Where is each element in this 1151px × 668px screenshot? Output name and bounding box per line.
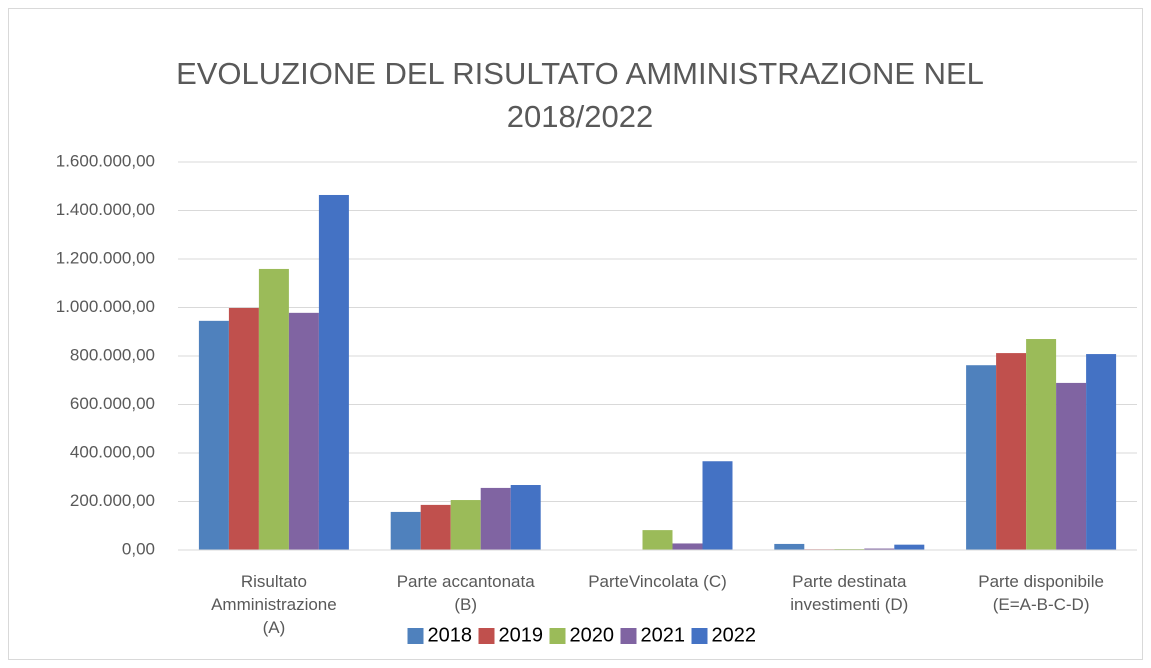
bar xyxy=(864,548,895,550)
bar xyxy=(420,504,451,550)
y-tick-label: 200.000,00 xyxy=(70,491,155,510)
x-tick-label: Parte accantonata (B) xyxy=(397,572,536,614)
y-tick-label: 0,00 xyxy=(122,539,155,558)
bar xyxy=(702,461,733,550)
x-tick-label: Parte destinata investimenti (D) xyxy=(790,572,908,614)
legend-label: 2018 xyxy=(428,624,473,646)
legend-label: 2022 xyxy=(712,624,757,646)
bar xyxy=(1056,382,1087,550)
y-tick-label: 1.000.000,00 xyxy=(56,297,155,316)
chart-border xyxy=(8,8,1143,660)
legend-label: 2019 xyxy=(499,624,544,646)
bar xyxy=(672,543,703,550)
bar xyxy=(450,500,481,550)
y-tick-label: 400.000,00 xyxy=(70,442,155,461)
bar xyxy=(198,320,229,550)
bar xyxy=(258,268,289,550)
x-tick-label: ParteVincolata (C) xyxy=(588,572,727,591)
bar xyxy=(894,544,925,550)
x-tick-label: Risultato Amministrazione (A) xyxy=(211,572,337,637)
chart-title: EVOLUZIONE DEL RISULTATO AMMINISTRAZIONE… xyxy=(176,56,984,134)
bar xyxy=(1026,339,1057,550)
x-tick-label: Parte disponibile (E=A-B-C-D) xyxy=(978,572,1104,614)
y-tick-label: 800.000,00 xyxy=(70,345,155,364)
bar xyxy=(1086,354,1117,550)
bar xyxy=(390,511,421,550)
y-tick-label: 1.600.000,00 xyxy=(56,151,155,170)
legend-label: 2021 xyxy=(641,624,686,646)
bar xyxy=(774,543,805,550)
legend-label: 2020 xyxy=(570,624,615,646)
bar xyxy=(288,312,319,550)
y-tick-label: 600.000,00 xyxy=(70,394,155,413)
bar xyxy=(966,365,997,550)
legend-swatch xyxy=(407,628,424,644)
y-tick-label: 1.200.000,00 xyxy=(56,248,155,267)
legend-swatch xyxy=(620,628,637,644)
legend-swatch xyxy=(549,628,566,644)
bar xyxy=(228,307,259,550)
bar xyxy=(642,530,673,550)
y-tick-label: 1.400.000,00 xyxy=(56,200,155,219)
legend-swatch xyxy=(691,628,708,644)
bar xyxy=(480,487,511,550)
bar xyxy=(510,485,541,550)
legend-swatch xyxy=(478,628,495,644)
bar xyxy=(996,353,1027,550)
bar xyxy=(318,194,349,551)
